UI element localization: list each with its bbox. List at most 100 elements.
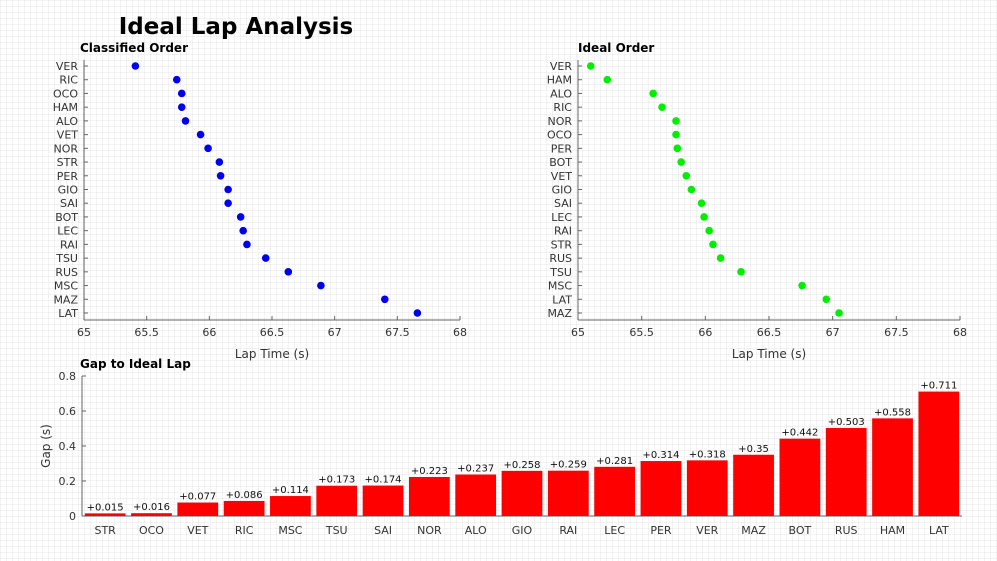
classified-y-tick-label-rai: RAI: [60, 238, 78, 251]
classified-y-tick-label-vet: VET: [57, 129, 78, 142]
ideal-x-tick-label: 68: [953, 326, 967, 339]
gap-bar-oco: [131, 513, 172, 516]
ideal-point-ham: [603, 75, 612, 84]
gap-bar-lec: [594, 466, 636, 516]
classified-point-alo: [181, 117, 190, 125]
gap-bar-label-msc: +0.114: [272, 485, 309, 496]
gap-x-tick-label-gio: GIO: [512, 524, 533, 537]
ideal-point-per: [673, 144, 682, 153]
classified-y-tick-label-sai: SAI: [60, 197, 78, 210]
ideal-point-oco: [672, 130, 680, 139]
ideal-y-tick-label-sai: SAI: [554, 197, 572, 210]
gap-bar-label-vet: +0.077: [179, 492, 216, 503]
gap-bar-ham: [872, 418, 913, 516]
gap-bar-maz: [733, 454, 774, 516]
ideal-x-tick-label: 66: [698, 326, 712, 339]
classified-x-tick-label: 65: [77, 326, 91, 339]
ideal-point-rai: [705, 226, 713, 235]
classified-y-tick-label-alo: ALO: [56, 115, 78, 128]
gap-bar-str: [84, 513, 126, 516]
ideal-x-tick-label: 67: [826, 326, 840, 339]
gap-x-tick-label-str: STR: [94, 524, 116, 537]
gap-x-tick-label-rai: RAI: [559, 524, 577, 537]
gap-bar-label-tsu: +0.173: [318, 475, 355, 486]
ideal-y-tick-label-vet: VET: [551, 170, 572, 183]
gap-bar-label-ham: +0.558: [874, 407, 911, 418]
classified-y-tick-label-gio: GIO: [58, 184, 79, 197]
gap-y-tick-label: 0.6: [59, 405, 77, 418]
gap-bar-panel: Gap to Ideal Lap 0 0.2 0.4 0.6 0.8 Gap (s) +0.0…: [39, 357, 962, 537]
classified-x-tick-label: 68: [453, 326, 467, 339]
classified-y-tick-label-lat: LAT: [58, 307, 78, 320]
gap-bar-rai: [547, 470, 589, 516]
gap-x-tick-label-maz: MAZ: [741, 524, 766, 537]
classified-point-bot: [236, 213, 245, 221]
classified-y-tick-label-tsu: TSU: [55, 252, 78, 265]
ideal-y-tick-label-rus: RUS: [549, 252, 572, 265]
classified-point-oco: [177, 89, 186, 98]
gap-bar-bot: [779, 438, 821, 516]
ideal-x-tick-label: 67.5: [884, 326, 909, 339]
gap-bar-label-bot: +0.442: [781, 428, 818, 439]
gap-bar-label-str: +0.015: [87, 502, 124, 513]
classified-point-vet: [196, 130, 205, 139]
ideal-y-tick-label-rai: RAI: [554, 225, 572, 238]
gap-x-tick-label-lec: LEC: [604, 524, 625, 537]
classified-x-tick-label: 67: [328, 326, 342, 339]
gap-x-tick-label-vet: VET: [187, 524, 208, 537]
gap-panel-title: Gap to Ideal Lap: [80, 357, 191, 371]
gap-bar-label-ric: +0.086: [226, 490, 263, 501]
gap-x-tick-label-alo: ALO: [465, 524, 487, 537]
gap-y-tick-label: 0: [69, 510, 76, 523]
classified-point-maz: [381, 295, 389, 304]
ideal-point-rus: [716, 254, 725, 262]
classified-point-sai: [224, 199, 232, 208]
classified-x-tick-label: 66.5: [260, 326, 285, 339]
classified-point-per: [216, 171, 225, 180]
gap-x-tick-label-nor: NOR: [417, 524, 442, 537]
classified-y-tick-label-msc: MSC: [54, 280, 78, 293]
ideal-y-tick-label-bot: BOT: [549, 156, 572, 169]
classified-x-tick-label: 66: [202, 326, 216, 339]
ideal-x-tick-label: 65: [571, 326, 585, 339]
ideal-x-tick-label: 66.5: [757, 326, 782, 339]
classified-panel-title: Classified Order: [80, 41, 188, 55]
gap-bar-label-ver: +0.318: [689, 449, 726, 460]
ideal-y-tick-label-ham: HAM: [547, 74, 572, 87]
ideal-point-lat: [822, 295, 831, 304]
classified-point-rus: [284, 268, 293, 276]
classified-y-tick-label-nor: NOR: [53, 142, 78, 155]
classified-x-tick-label: 67.5: [385, 326, 410, 339]
gap-bar-label-rai: +0.259: [550, 460, 587, 471]
gap-bar-label-rus: +0.503: [828, 417, 865, 428]
gap-x-tick-label-ver: VER: [696, 524, 718, 537]
gap-x-tick-label-per: PER: [650, 524, 672, 537]
ideal-y-tick-label-lat: LAT: [552, 293, 572, 306]
classified-x-axis-label: Lap Time (s): [235, 347, 309, 361]
classified-y-tick-label-maz: MAZ: [53, 293, 78, 306]
ideal-y-tick-label-gio: GIO: [552, 184, 573, 197]
ideal-panel-title: Ideal Order: [578, 41, 654, 55]
ideal-y-tick-label-oco: OCO: [547, 129, 572, 142]
ideal-y-tick-label-tsu: TSU: [549, 266, 572, 279]
classified-point-lat: [413, 309, 422, 317]
ideal-y-tick-label-nor: NOR: [547, 115, 572, 128]
classified-y-tick-label-lec: LEC: [57, 225, 78, 238]
gap-bar-label-lec: +0.281: [596, 456, 633, 467]
classified-point-lec: [239, 226, 247, 235]
classified-x-tick-label: 65.5: [134, 326, 159, 339]
classified-y-tick-label-bot: BOT: [55, 211, 78, 224]
gap-bar-label-maz: +0.35: [738, 444, 769, 455]
classified-y-tick-label-ham: HAM: [53, 101, 78, 114]
classified-y-tick-label-oco: OCO: [53, 87, 78, 100]
classified-point-str: [215, 158, 224, 166]
gap-bar-msc: [270, 496, 311, 516]
gap-x-tick-label-rus: RUS: [835, 524, 858, 537]
gap-bar-label-gio: +0.258: [503, 460, 540, 471]
classified-y-tick-label-str: STR: [57, 156, 79, 169]
classified-point-ham: [177, 103, 186, 111]
ideal-y-tick-label-ric: RIC: [553, 101, 572, 114]
ideal-point-maz: [835, 309, 843, 317]
gap-x-tick-label-sai: SAI: [374, 524, 392, 537]
